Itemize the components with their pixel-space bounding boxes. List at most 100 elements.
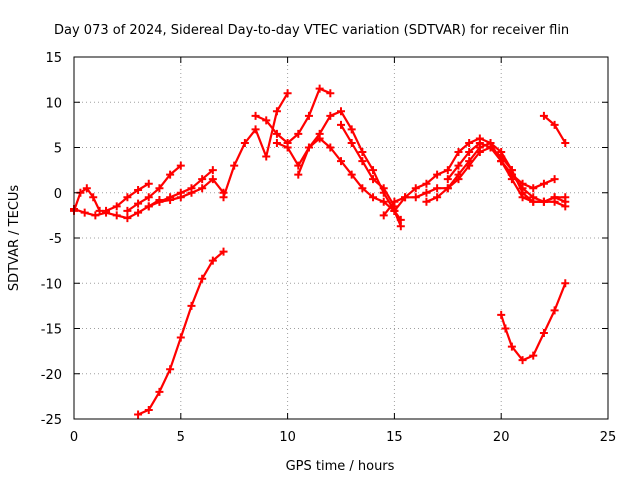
data-point <box>240 138 249 147</box>
data-point <box>337 107 345 116</box>
data-point <box>155 184 164 193</box>
data-point <box>283 143 292 152</box>
y-tick-label: -10 <box>41 277 62 292</box>
data-point <box>272 138 281 147</box>
axis-ticks: 0 5 10 15 20 25 15 10 5 0 -5 -10 -15 -20 -25 <box>41 51 617 445</box>
data-point <box>422 188 431 197</box>
data-point <box>326 111 335 120</box>
data-point <box>529 184 538 193</box>
data-point <box>144 193 153 202</box>
data-point <box>561 193 570 202</box>
data-point <box>304 143 313 152</box>
data-point <box>123 214 132 223</box>
data-point <box>358 157 367 166</box>
data-point <box>304 111 313 120</box>
data-point <box>550 306 559 315</box>
data-point <box>347 138 356 147</box>
data-point <box>401 193 410 202</box>
data-point <box>379 197 388 206</box>
data-point <box>390 197 399 206</box>
data-point <box>134 410 143 419</box>
data-point <box>208 166 217 175</box>
data-point <box>219 247 228 256</box>
data-point <box>369 193 378 202</box>
data-point <box>326 143 335 152</box>
data-point <box>486 143 495 152</box>
data-point <box>433 193 442 202</box>
y-tick-label: -15 <box>41 323 62 338</box>
y-tick-label: -5 <box>49 232 62 247</box>
data-point <box>294 129 303 138</box>
series-arc-19 <box>497 279 570 365</box>
data-point <box>454 148 463 157</box>
series-line <box>297 137 402 221</box>
data-point <box>550 193 559 202</box>
data-point <box>144 202 153 211</box>
y-tick-label: 5 <box>54 142 62 157</box>
data-point <box>337 157 345 166</box>
series-line <box>254 87 332 145</box>
data-point <box>294 170 303 179</box>
data-point <box>379 211 388 220</box>
data-point <box>208 175 217 184</box>
y-tick-label: 10 <box>45 96 62 111</box>
data-point <box>251 111 260 120</box>
x-tick-label: 0 <box>70 430 78 445</box>
data-point <box>283 89 292 98</box>
data-point <box>155 197 164 206</box>
x-tick-label: 15 <box>386 430 403 445</box>
data-point <box>187 188 196 197</box>
data-point <box>198 184 207 193</box>
x-tick-label: 10 <box>279 430 296 445</box>
data-point <box>529 351 538 360</box>
data-point <box>230 161 239 170</box>
series-arc-16 <box>497 157 570 206</box>
x-tick-label: 5 <box>177 430 185 445</box>
data-point <box>443 184 452 193</box>
data-point <box>326 89 335 98</box>
data-point <box>176 161 185 170</box>
series-arc-11 <box>337 120 399 211</box>
data-point <box>123 193 132 202</box>
series-line <box>500 282 567 362</box>
data-point <box>89 193 98 202</box>
data-point <box>358 148 367 157</box>
data-point <box>166 365 175 374</box>
data-point <box>337 120 345 129</box>
series-arc-7 <box>219 89 292 202</box>
series-line <box>542 114 567 145</box>
data-point <box>379 184 388 193</box>
data-point <box>390 206 399 215</box>
data-series <box>70 84 570 419</box>
data-point <box>166 195 175 204</box>
data-point <box>369 175 378 184</box>
series-arc-3 <box>102 179 153 215</box>
series-line <box>126 164 182 212</box>
series-arc-6 <box>155 175 228 206</box>
data-point <box>422 179 431 188</box>
data-point <box>475 138 484 147</box>
data-point <box>443 175 452 184</box>
series-line <box>339 123 396 208</box>
data-point <box>272 107 281 116</box>
series-arc-8 <box>251 84 335 147</box>
data-point <box>465 138 474 147</box>
data-point <box>550 175 559 184</box>
data-point <box>396 215 405 224</box>
data-point <box>539 197 548 206</box>
data-point <box>539 111 548 120</box>
data-point <box>529 193 538 202</box>
data-point <box>454 161 463 170</box>
data-point <box>80 208 89 217</box>
x-tick-label: 25 <box>600 430 617 445</box>
y-axis-label: SDTVAR / TECUs <box>7 185 22 292</box>
chart-title: Day 073 of 2024, Sidereal Day-to-day VTE… <box>54 23 569 38</box>
y-tick-label: -25 <box>41 413 62 428</box>
series-arc-9 <box>272 107 405 231</box>
series-arc-13 <box>390 134 559 215</box>
data-point <box>347 125 356 134</box>
series-line <box>275 110 402 228</box>
data-point <box>91 211 100 220</box>
series-arc-17 <box>539 111 570 147</box>
